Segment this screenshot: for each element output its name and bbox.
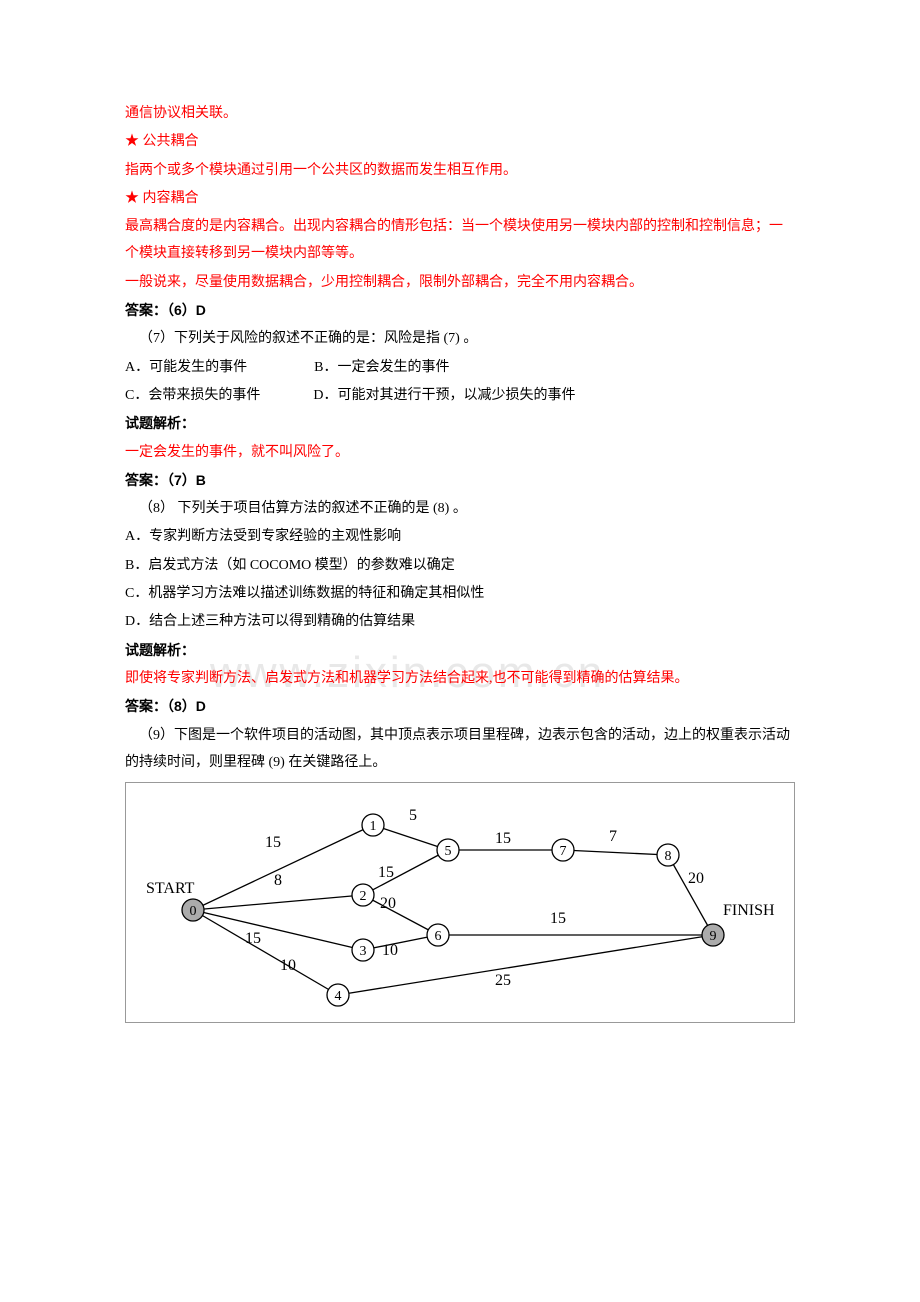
svg-text:8: 8 bbox=[665, 849, 672, 864]
activity-diagram: 158151051520102515157200123456789STARTFI… bbox=[125, 782, 795, 1023]
option-a: A．可能发生的事件 bbox=[125, 360, 247, 375]
svg-text:5: 5 bbox=[409, 807, 417, 824]
option-c: C．机器学习方法难以描述训练数据的特征和确定其相似性 bbox=[125, 580, 795, 607]
svg-text:15: 15 bbox=[550, 910, 566, 927]
option-d: D．可能对其进行干预，以减少损失的事件 bbox=[313, 388, 575, 403]
section-heading: ★ 公共耦合 bbox=[125, 128, 795, 155]
svg-text:15: 15 bbox=[378, 864, 394, 881]
option-b: B．启发式方法（如 COCOMO 模型）的参数难以确定 bbox=[125, 552, 795, 579]
svg-text:8: 8 bbox=[274, 872, 282, 889]
option-b: B．一定会发生的事件 bbox=[314, 360, 449, 375]
network-graph: 158151051520102515157200123456789STARTFI… bbox=[138, 795, 778, 1010]
section-heading: ★ 内容耦合 bbox=[125, 185, 795, 212]
text-line: 指两个或多个模块通过引用一个公共区的数据而发生相互作用。 bbox=[125, 157, 795, 184]
svg-text:2: 2 bbox=[360, 889, 367, 904]
option-row: C．会带来损失的事件 D．可能对其进行干预，以减少损失的事件 bbox=[125, 382, 795, 409]
svg-text:20: 20 bbox=[688, 870, 704, 887]
answer-label: 答案：（8）D bbox=[125, 693, 795, 720]
svg-text:7: 7 bbox=[560, 844, 567, 859]
svg-text:FINISH: FINISH bbox=[723, 902, 775, 919]
text-line: 最高耦合度的是内容耦合。出现内容耦合的情形包括：当一个模块使用另一模块内部的控制… bbox=[125, 213, 795, 268]
option-c: C．会带来损失的事件 bbox=[125, 388, 260, 403]
question-text: （9）下图是一个软件项目的活动图，其中顶点表示项目里程碑，边表示包含的活动，边上… bbox=[125, 722, 795, 777]
question-text: （7）下列关于风险的叙述不正确的是：风险是指 (7) 。 bbox=[125, 325, 795, 352]
svg-text:5: 5 bbox=[445, 844, 452, 859]
svg-text:10: 10 bbox=[382, 942, 398, 959]
svg-text:15: 15 bbox=[495, 830, 511, 847]
text-line: 通信协议相关联。 bbox=[125, 100, 795, 127]
answer-label: 答案：（7）B bbox=[125, 467, 795, 494]
svg-text:15: 15 bbox=[265, 834, 281, 851]
svg-text:0: 0 bbox=[190, 904, 197, 919]
option-row: A．可能发生的事件 B．一定会发生的事件 bbox=[125, 354, 795, 381]
text-line: 一般说来，尽量使用数据耦合，少用控制耦合，限制外部耦合，完全不用内容耦合。 bbox=[125, 269, 795, 296]
option-a: A．专家判断方法受到专家经验的主观性影响 bbox=[125, 523, 795, 550]
analysis-text: 即使将专家判断方法、启发式方法和机器学习方法结合起来,也不可能得到精确的估算结果… bbox=[125, 665, 795, 692]
answer-label: 答案：（6）D bbox=[125, 297, 795, 324]
svg-text:3: 3 bbox=[360, 944, 367, 959]
analysis-label: 试题解析： bbox=[125, 637, 795, 664]
svg-text:25: 25 bbox=[495, 972, 511, 989]
svg-text:START: START bbox=[146, 880, 195, 897]
svg-text:4: 4 bbox=[335, 989, 342, 1004]
svg-text:20: 20 bbox=[380, 895, 396, 912]
analysis-text: 一定会发生的事件，就不叫风险了。 bbox=[125, 439, 795, 466]
svg-text:9: 9 bbox=[710, 929, 717, 944]
question-text: （8） 下列关于项目估算方法的叙述不正确的是 (8) 。 bbox=[125, 495, 795, 522]
svg-text:1: 1 bbox=[370, 819, 377, 834]
svg-text:10: 10 bbox=[280, 957, 296, 974]
svg-text:6: 6 bbox=[435, 929, 442, 944]
option-d: D．结合上述三种方法可以得到精确的估算结果 bbox=[125, 608, 795, 635]
document-content: 通信协议相关联。 ★ 公共耦合 指两个或多个模块通过引用一个公共区的数据而发生相… bbox=[125, 100, 795, 1023]
analysis-label: 试题解析： bbox=[125, 410, 795, 437]
svg-text:7: 7 bbox=[609, 828, 617, 845]
